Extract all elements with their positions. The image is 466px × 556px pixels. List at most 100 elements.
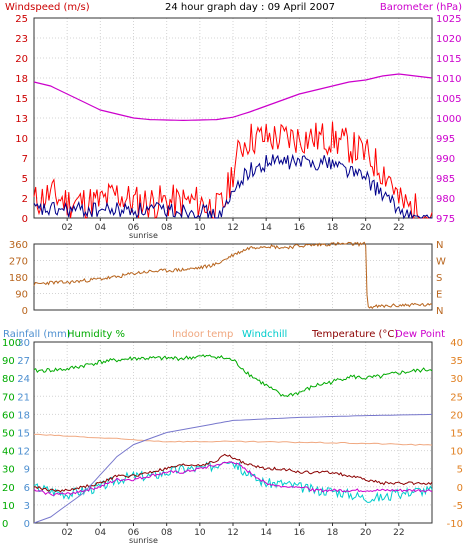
- humidity-tick-70: 70: [2, 392, 15, 403]
- temp-tick-0: 40: [450, 338, 463, 349]
- rainfall-tick-15: 15: [17, 429, 30, 440]
- sunrise-label: sunrise: [129, 231, 158, 240]
- humidity-tick-10: 10: [2, 501, 15, 512]
- direction-tick-0: 0: [22, 306, 28, 317]
- legend-windchill: Windchill: [242, 329, 287, 340]
- rainfall-tick-27: 27: [17, 356, 30, 367]
- climate-xtick-label-12: 12: [227, 528, 238, 538]
- humidity-tick-20: 20: [2, 483, 15, 494]
- rainfall-tick-30: 30: [17, 338, 30, 349]
- humidity-tick-30: 30: [2, 465, 15, 476]
- wind-xtick-label-10: 10: [194, 223, 206, 233]
- windspeed-tick-23: 23: [15, 34, 28, 45]
- chart-title: 24 hour graph day : 09 April 2007: [165, 2, 335, 13]
- sunrise-label-bottom: sunrise: [129, 536, 158, 545]
- windchill-series-line: [33, 460, 433, 503]
- windspeed-tick-20: 20: [15, 54, 28, 65]
- barometer-tick-1020: 1020: [436, 34, 461, 45]
- barometer-tick-1000: 1000: [436, 114, 461, 125]
- wind-series-line: [33, 153, 433, 220]
- direction-panel-grid: [33, 243, 433, 311]
- climate-xtick-label-14: 14: [260, 528, 272, 538]
- compass-tick-1: W: [436, 257, 446, 268]
- temp-tick-4: 20: [450, 410, 463, 421]
- wind-xtick-label-08: 08: [161, 223, 173, 233]
- windspeed-tick-13: 13: [15, 114, 28, 125]
- wind-panel-lines: [33, 73, 433, 220]
- humidity-tick-80: 80: [2, 374, 15, 385]
- climate-xtick-label-16: 16: [294, 528, 306, 538]
- climate-panel-lines: [33, 354, 433, 524]
- rainfall-tick-24: 24: [17, 374, 30, 385]
- climate-xtick-label-08: 08: [161, 528, 173, 538]
- windspeed-tick-2: 2: [22, 194, 28, 205]
- compass-tick-3: E: [436, 290, 442, 301]
- climate-xtick-label-02: 02: [61, 528, 72, 538]
- rainfall-tick-0: 0: [24, 519, 30, 530]
- wind-xtick-label-12: 12: [227, 223, 238, 233]
- rainfall-tick-6: 6: [24, 483, 30, 494]
- wind-xtick-label-22: 22: [393, 223, 404, 233]
- windspeed-tick-5: 5: [22, 174, 28, 185]
- top-titles: Windspeed (m/s) 24 hour graph day : 09 A…: [5, 2, 462, 13]
- climate-xtick-label-22: 22: [393, 528, 404, 538]
- rainfall-tick-3: 3: [24, 501, 30, 512]
- wind-panel-ticks: 0257101315182023259759809859909951000100…: [15, 14, 461, 240]
- legend-dew-point: Dew Point: [395, 329, 445, 340]
- wind-xtick-label-14: 14: [260, 223, 272, 233]
- temperature-series-line: [34, 453, 433, 493]
- legend-indoor-temp: Indoor temp: [172, 329, 233, 340]
- temp-tick-1: 35: [450, 356, 463, 367]
- wind-xtick-label-16: 16: [294, 223, 306, 233]
- humidity-tick-0: 0: [2, 519, 8, 530]
- barometer-tick-1015: 1015: [436, 54, 461, 65]
- humidity-series-line: [33, 354, 433, 398]
- climate-xtick-label-18: 18: [327, 528, 339, 538]
- wind-xtick-label-20: 20: [360, 223, 372, 233]
- temp-tick-6: 10: [450, 447, 463, 458]
- temp-tick-10: -10: [447, 519, 463, 530]
- climate-panel-grid: [33, 341, 433, 524]
- compass-tick-2: S: [436, 273, 442, 284]
- compass-tick-0: N: [436, 240, 443, 251]
- gust-series-line: [33, 121, 433, 219]
- barometer-tick-995: 995: [436, 134, 455, 145]
- humidity-tick-100: 100: [2, 338, 21, 349]
- wind-xtick-label-18: 18: [327, 223, 339, 233]
- barometer-tick-985: 985: [436, 174, 455, 185]
- direction-panel-lines: [33, 241, 433, 310]
- dewpoint-series-line: [33, 461, 433, 497]
- barometer-tick-1025: 1025: [436, 14, 461, 25]
- humidity-label: Humidity %: [67, 329, 125, 340]
- humidity-tick-40: 40: [2, 447, 15, 458]
- humidity-tick-50: 50: [2, 429, 15, 440]
- indoor-series-line: [33, 433, 433, 446]
- direction-tick-180: 180: [9, 273, 28, 284]
- direction-tick-270: 270: [9, 257, 28, 268]
- wind-xtick-label-04: 04: [95, 223, 107, 233]
- wind-xtick-label-06: 06: [128, 223, 140, 233]
- direction-frame: [33, 243, 433, 311]
- direction-tick-90: 90: [15, 290, 28, 301]
- barometer-series-line: [33, 73, 433, 122]
- barometer-tick-975: 975: [436, 214, 455, 225]
- temp-tick-8: 0: [457, 483, 463, 494]
- direction-series-line: [33, 241, 433, 310]
- humidity-tick-90: 90: [2, 356, 15, 367]
- windspeed-tick-15: 15: [15, 94, 28, 105]
- direction-tick-360: 360: [9, 240, 28, 251]
- windspeed-tick-25: 25: [15, 14, 28, 25]
- humidity-tick-60: 60: [2, 410, 15, 421]
- wind-panel-grid: [33, 17, 433, 219]
- temp-tick-5: 15: [450, 429, 463, 440]
- windspeed-tick-18: 18: [15, 74, 28, 85]
- barometer-tick-1005: 1005: [436, 94, 461, 105]
- windspeed-tick-10: 10: [15, 134, 28, 145]
- barometer-tick-1010: 1010: [436, 74, 461, 85]
- temp-tick-2: 30: [450, 374, 463, 385]
- climate-panel-ticks: 0102030405060708090100036912151821242730…: [2, 338, 463, 545]
- climate-xtick-label-04: 04: [95, 528, 107, 538]
